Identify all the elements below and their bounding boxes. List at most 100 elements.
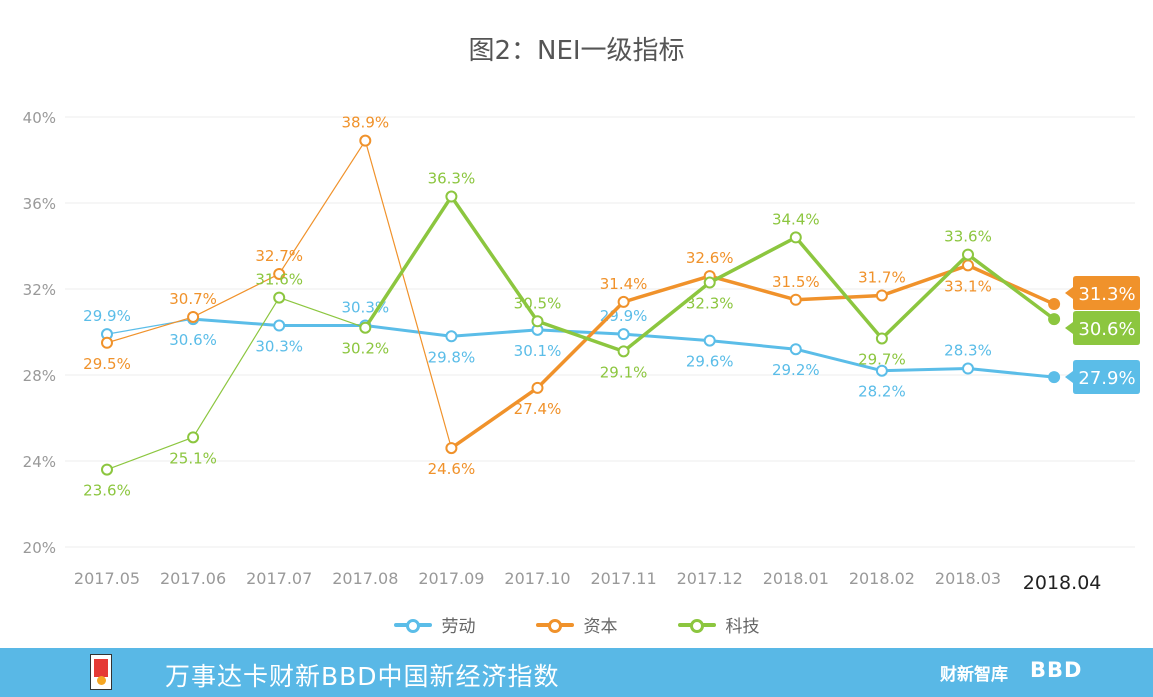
data-label: 36.3% [428,170,476,188]
chart-title: 图2：NEI一级指标 [468,36,685,66]
x-tick-label: 2018.02 [849,569,915,588]
data-point [962,362,974,375]
y-tick-label: 40% [23,109,56,127]
series-line-segment [535,319,626,354]
data-point [445,190,458,203]
data-label: 28.3% [944,342,992,360]
series-line-segment [364,140,452,449]
end-value-label: 31.3% [1078,284,1135,305]
x-tick-label: 2017.08 [332,569,398,588]
data-point [962,259,974,272]
data-label: 30.3% [255,338,303,356]
x-tick-label: 2018.03 [935,569,1001,588]
data-point [273,291,286,304]
series-line-segment [278,297,366,329]
series-line-segment [363,194,454,330]
end-value-badge [1065,276,1140,310]
data-label: 27.4% [514,400,562,418]
series-line-segment [707,274,798,302]
series-line-segment [621,274,712,304]
legend-item[interactable]: 科技 [677,612,760,637]
series-line-segment [794,293,884,302]
series-line-segment [192,273,280,318]
data-point [1048,371,1061,384]
x-tick-label: 2017.10 [504,569,570,588]
footer-banner: 万事达卡财新BBD中国新经济指数 财新智库 BBD [0,648,1153,697]
x-tick-label: 2017.07 [246,569,312,588]
data-label: 29.7% [858,350,906,368]
legend-label: 劳动 [441,617,476,637]
series-line-segment [880,367,970,373]
data-label: 30.1% [514,342,562,360]
data-label: 30.2% [341,340,389,358]
data-point [875,289,888,302]
data-label: 29.5% [83,355,131,373]
data-point [359,134,372,147]
series-line-segment [192,297,280,438]
data-label: 31.7% [858,268,906,286]
data-point [875,332,888,345]
data-label: 33.1% [944,277,992,295]
data-point [1048,313,1061,326]
y-tick-label: 24% [23,453,56,471]
data-point [875,364,888,377]
data-point [445,442,458,455]
x-tick-label: 2017.09 [418,569,484,588]
data-label: 31.5% [772,273,820,291]
legend-swatch-icon [677,618,716,633]
series-line-segment [794,235,884,341]
data-label: 32.7% [255,247,303,265]
data-label: 30.6% [169,331,217,349]
data-point [359,321,372,334]
data-label: 24.6% [428,460,476,478]
data-point [1048,298,1061,311]
data-point [531,381,544,394]
end-value-label: 30.6% [1078,319,1135,340]
data-label: 29.6% [686,353,734,371]
series-line-segment [191,317,281,328]
x-tick-label: 2017.11 [591,569,657,588]
series-line-segment [106,316,194,344]
x-tick-label: 2017.12 [677,569,743,588]
data-point [789,231,802,244]
data-label: 30.7% [169,290,217,308]
legend-label: 资本 [583,617,618,637]
data-label: 28.2% [858,383,906,401]
data-point [101,463,113,476]
series-line-segment [449,328,539,338]
data-label: 31.4% [600,275,648,293]
series-line-segment [106,436,194,471]
x-tick-label: 2018.01 [763,569,829,588]
data-point [962,248,974,261]
y-tick-label: 28% [23,367,56,385]
end-value-badge [1065,360,1140,394]
series-line-segment [966,367,1056,379]
data-point [445,330,458,343]
series-line-segment [966,252,1056,321]
data-label: 32.3% [686,295,734,313]
y-tick-label: 36% [23,195,56,213]
legend-swatch-icon [535,618,574,633]
series-line-segment [707,235,798,285]
footer-title: 万事达卡财新BBD中国新经济指数 [165,662,560,691]
series-line-segment [708,339,798,351]
x-tick-label: 2018.04 [1023,572,1102,594]
data-label: 29.1% [600,363,648,381]
data-point [187,310,200,323]
data-point [703,334,716,347]
y-tick-label: 32% [23,281,56,299]
data-point [617,345,630,358]
series-line-segment [622,332,712,343]
data-label: 29.2% [772,361,820,379]
data-label: 31.6% [255,271,303,289]
legend-item[interactable]: 资本 [535,612,618,637]
series-line-segment [535,300,626,390]
legend-item[interactable]: 劳动 [393,612,476,637]
data-point [273,267,286,280]
data-point [703,276,716,289]
series-line-segment [621,280,712,354]
data-label: 30.5% [514,294,562,312]
data-point [617,295,630,308]
data-point [531,315,544,328]
line-chart: 20% 24% 28% 32% 36% 40% 2017.05 2017.06 2017.07 2… [23,109,1140,594]
